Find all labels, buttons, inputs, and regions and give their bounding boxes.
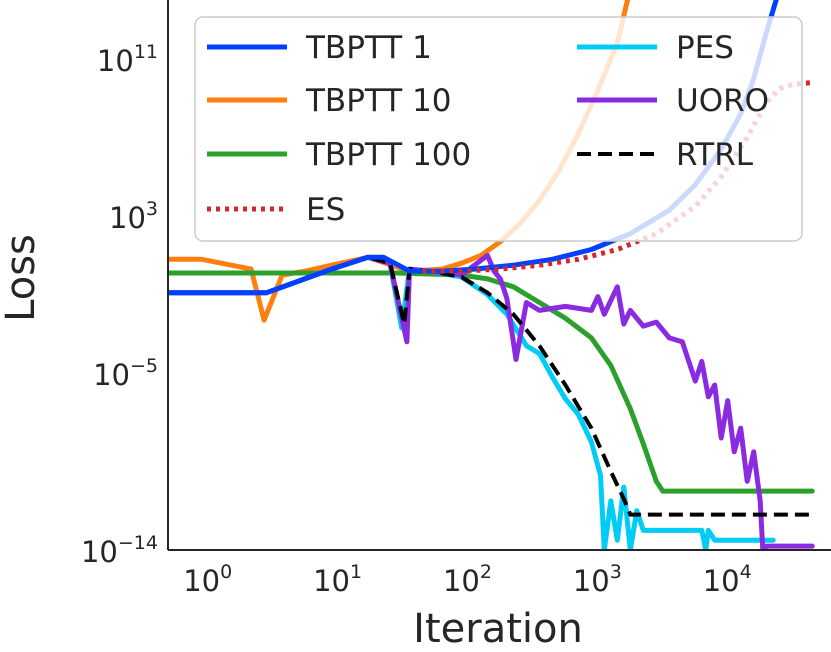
- series-line-rtrl: [168, 255, 813, 517]
- legend-label: TBPTT 1: [305, 30, 432, 66]
- series-line-tbptt-100: [168, 270, 815, 494]
- x-tick-label: 102: [443, 561, 492, 598]
- legend-label: ES: [306, 192, 345, 228]
- legend-label: TBPTT 100: [305, 137, 471, 173]
- legend-label: PES: [676, 30, 734, 66]
- y-tick-label: 1011: [97, 41, 158, 78]
- x-tick-label: 104: [703, 561, 752, 598]
- y-axis-label: Loss: [0, 234, 44, 322]
- x-tick-label: 100: [183, 561, 232, 598]
- legend-frame: [194, 16, 803, 242]
- legend: TBPTT 1 TBPTT 10 TBPTT 100 ES PES UORO RTRL: [194, 16, 803, 242]
- tick-labels: 100 101 102 103 104 1011 103 10−5 10−14: [81, 41, 752, 598]
- x-axis-label: Iteration: [413, 606, 583, 652]
- legend-label: TBPTT 10: [305, 83, 452, 119]
- legend-label: RTRL: [676, 137, 754, 173]
- axes: [167, 0, 831, 551]
- y-tick-label: 10−5: [93, 355, 158, 392]
- x-tick-label: 103: [573, 561, 622, 598]
- y-tick-label: 10−14: [81, 532, 158, 569]
- legend-label: UORO: [676, 83, 769, 119]
- y-tick-label: 103: [109, 198, 158, 235]
- x-tick-label: 101: [313, 561, 362, 598]
